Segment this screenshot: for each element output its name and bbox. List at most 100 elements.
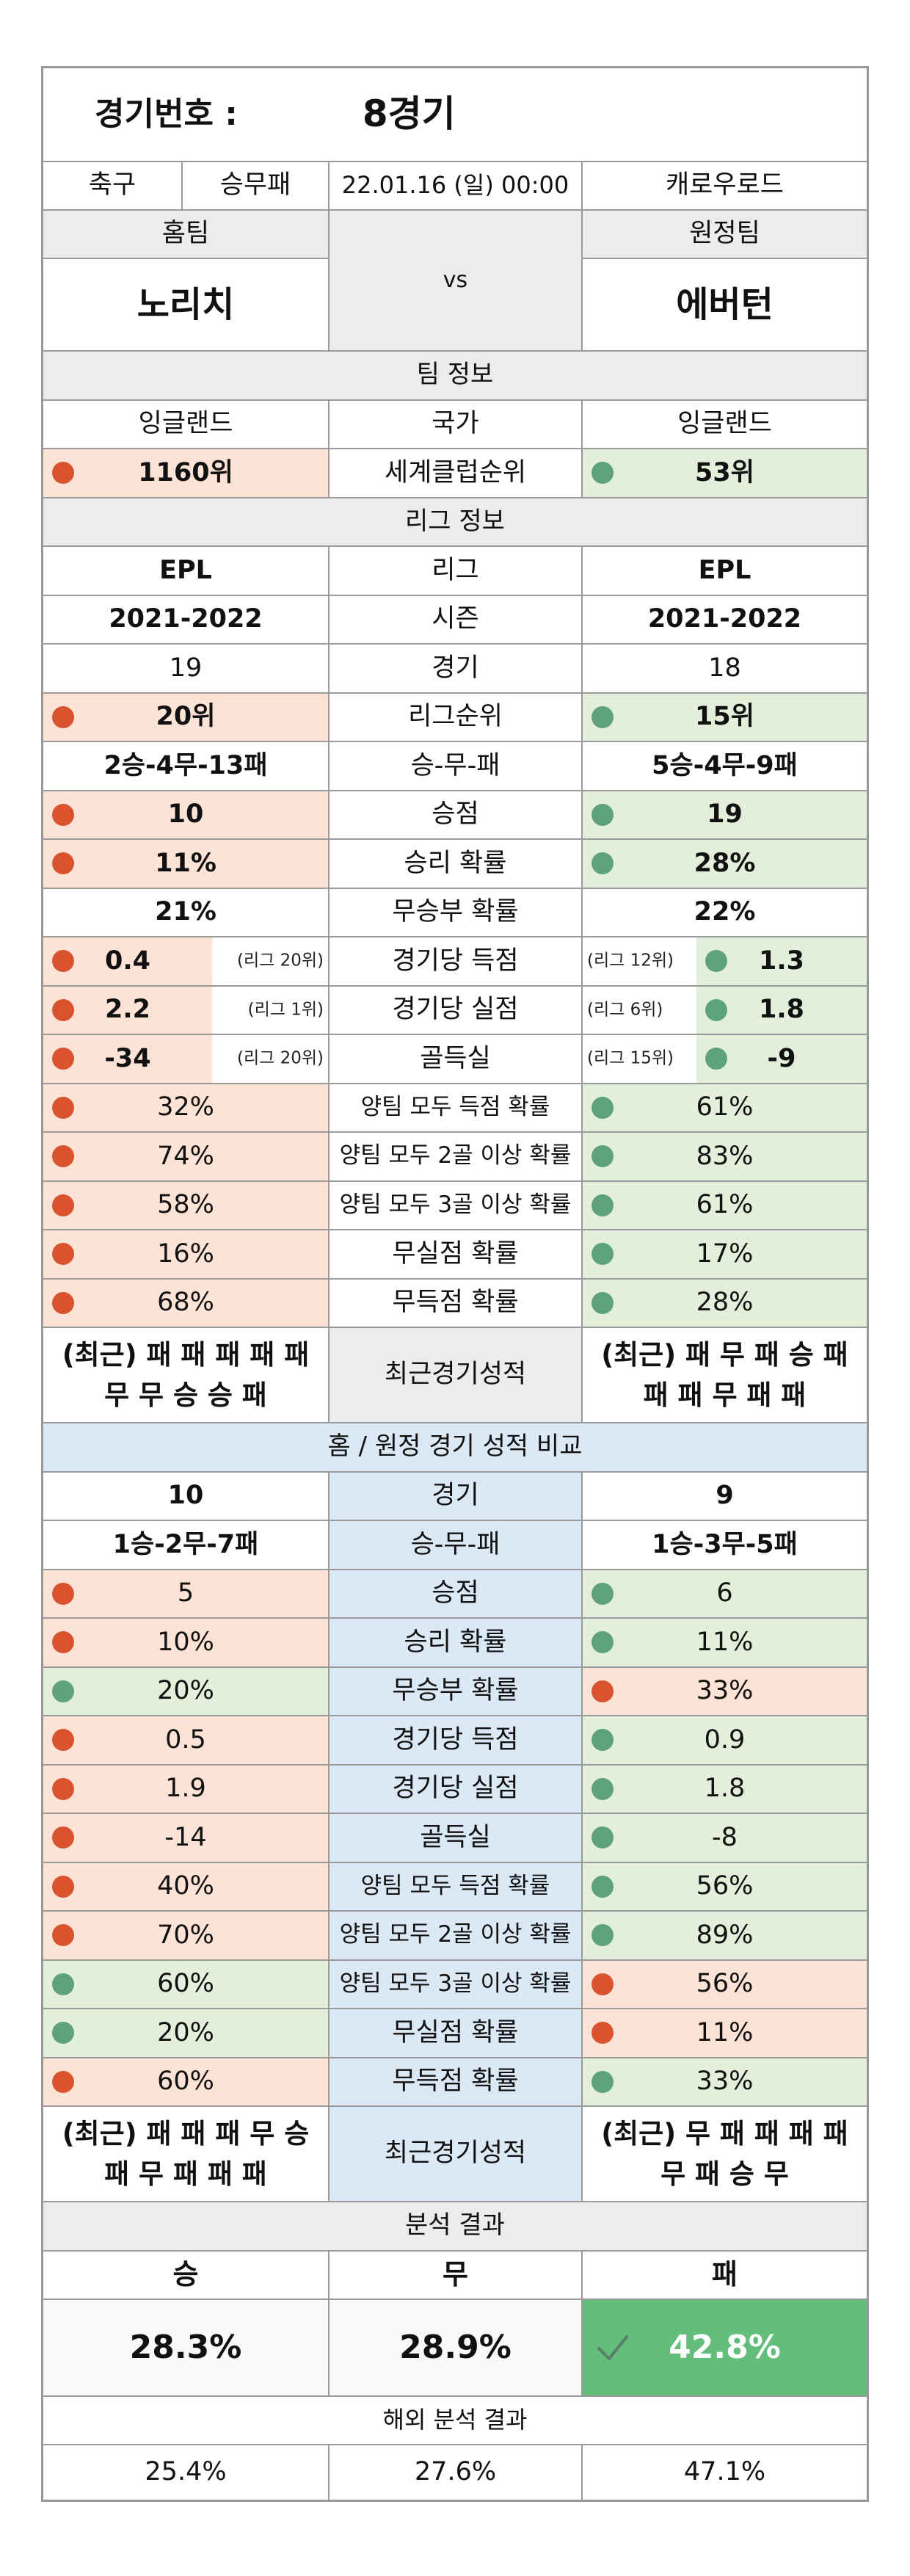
league-home-value: 21%	[43, 888, 330, 937]
home-away-away-value: 6	[583, 1570, 867, 1619]
green-dot	[52, 1680, 74, 1702]
league-stat-label: 경기당 득점	[330, 937, 583, 987]
red-dot	[52, 852, 74, 875]
green-dot	[592, 1924, 614, 1947]
home-away-row: 70% 양팀 모두 2골 이상 확률 89%	[43, 1912, 867, 1961]
home-away-row: -14 골득실 -8	[43, 1814, 867, 1863]
red-dot	[52, 1729, 74, 1752]
league-stat-label: 승-무-패	[330, 742, 583, 791]
league-away-value-text: 28%	[694, 848, 756, 878]
league-stat-label: 경기당 실점	[330, 986, 583, 1035]
league-stat-label: 무득점 확률	[330, 1279, 583, 1328]
green-dot	[592, 1631, 614, 1654]
analysis-section-title: 분석 결과	[43, 2202, 867, 2252]
home-away-home-value-text: -14	[164, 1822, 207, 1852]
league-row: 2021-2022 시즌 2021-2022	[43, 595, 867, 645]
home-away-stat-label: 양팀 모두 2골 이상 확률	[330, 1912, 583, 1961]
loss-label: 패	[583, 2251, 867, 2300]
league-home-value: 16%	[43, 1230, 330, 1280]
green-dot	[592, 1582, 614, 1605]
home-away-stat-label-text: 무득점 확률	[392, 2067, 519, 2097]
home-away-row: 10 경기 9	[43, 1472, 867, 1521]
league-away-value: 83%	[583, 1133, 867, 1182]
recent-label-text: 최근경기성적	[384, 1360, 527, 1390]
venue: 캐로우로드	[583, 162, 867, 211]
league-home-value-text: EPL	[159, 555, 212, 585]
league-away-value: 28%	[583, 840, 867, 889]
team-name-row: 노리치 에버턴	[43, 259, 867, 352]
home-away-away-value-text: 33%	[696, 1676, 754, 1706]
win-label: 승	[43, 2251, 330, 2300]
league-home-value: 68%	[43, 1279, 330, 1328]
league-row: 68% 무득점 확률 28%	[43, 1279, 867, 1328]
home-venue-recent-line: (최근) 패 패 패 무 승	[62, 2117, 310, 2149]
vs-label-text: vs	[443, 266, 468, 293]
league-stat-label: 골득실	[330, 1035, 583, 1084]
home-away-stat-label: 무승부 확률	[330, 1667, 583, 1716]
league-home-value-text: 21%	[155, 897, 216, 927]
sport-text: 축구	[88, 170, 136, 200]
home-away-away-value-text: 1.8	[704, 1774, 746, 1804]
home-away-away-value: 33%	[583, 2058, 867, 2107]
league-stat-label-text: 양팀 모두 3골 이상 확률	[339, 1191, 572, 1218]
home-away-stat-label: 승-무-패	[330, 1521, 583, 1570]
overseas-draw: 27.6%	[330, 2445, 583, 2500]
home-away-stat-label: 경기당 득점	[330, 1716, 583, 1766]
league-home-value-text: 2021-2022	[109, 604, 263, 634]
league-stat-label: 무승부 확률	[330, 888, 583, 937]
home-away-stat-label-text: 무실점 확률	[392, 2017, 519, 2047]
red-dot	[592, 2022, 614, 2045]
away-club-rank: 53위	[583, 449, 867, 498]
home-away-home-value-text: 70%	[157, 1920, 214, 1950]
analysis-section-title-text: 분석 결과	[405, 2210, 505, 2241]
team-info-section-title-text: 팀 정보	[416, 360, 494, 390]
analysis-section: 분석 결과	[43, 2202, 867, 2252]
league-row: 32% 양팀 모두 득점 확률 61%	[43, 1084, 867, 1133]
away-recent-line: 패 패 무 패 패	[643, 1379, 807, 1411]
away-rank-tag: (리그 15위)	[587, 1048, 674, 1068]
home-away-stat-label: 승리 확률	[330, 1619, 583, 1668]
overseas-value-row: 25.4% 27.6% 47.1%	[43, 2445, 867, 2500]
home-club-rank-dot	[52, 462, 74, 485]
overseas-title: 해외 분석 결과	[43, 2396, 867, 2445]
green-dot	[705, 950, 727, 973]
home-away-away-value: 11%	[583, 2009, 867, 2058]
home-away-stat-label: 무실점 확률	[330, 2009, 583, 2058]
league-home-value: -34	[43, 1035, 212, 1084]
draw-label: 무	[330, 2251, 583, 2300]
overseas-win-text: 25.4%	[145, 2457, 227, 2487]
league-home-value: 58%	[43, 1181, 330, 1230]
league-stat-label: 리그	[330, 547, 583, 596]
match-datetime-text: 22.01.16 (일) 00:00	[341, 171, 569, 200]
league-stat-label-text: 무승부 확률	[392, 897, 519, 927]
overseas-win: 25.4%	[43, 2445, 330, 2500]
league-home-value: 2승-4무-13패	[43, 742, 330, 791]
away-club-rank-text: 53위	[695, 457, 754, 487]
league-away-value-text: 61%	[696, 1092, 754, 1122]
league-row: 74% 양팀 모두 2골 이상 확률 83%	[43, 1133, 867, 1182]
home-away-stat-label-text: 경기당 실점	[392, 1774, 519, 1804]
home-away-home-value-text: 1승-2무-7패	[112, 1529, 259, 1559]
league-row: 0.4 (리그 20위) 경기당 득점 (리그 12위) 1.3	[43, 937, 867, 987]
home-label: 홈팀	[43, 211, 330, 259]
league-row: 20위 리그순위 15위	[43, 693, 867, 742]
league-row: 11% 승리 확률 28%	[43, 840, 867, 889]
home-away-away-value-text: 56%	[696, 1871, 754, 1901]
league-stat-label-text: 경기당 실점	[392, 995, 519, 1025]
match-number: 경기번호 : 8경기	[43, 68, 867, 162]
home-away-home-value: 0.5	[43, 1716, 330, 1766]
league-home-value-text: 58%	[157, 1190, 214, 1220]
vs-row: vs	[43, 211, 867, 352]
home-away-row: 1승-2무-7패 승-무-패 1승-3무-5패	[43, 1521, 867, 1570]
league-away-value-text: 61%	[696, 1190, 754, 1220]
home-away-row: 1.9 경기당 실점 1.8	[43, 1765, 867, 1814]
home-away-away-value-text: 11%	[696, 1627, 754, 1657]
away-venue-recent-line: 무 패 승 무	[660, 2158, 789, 2190]
league-away-rank: (리그 12위)	[583, 937, 696, 987]
green-dot	[592, 1875, 614, 1898]
league-home-value-text: 68%	[157, 1288, 214, 1318]
away-team-name: 에버턴	[583, 259, 867, 352]
